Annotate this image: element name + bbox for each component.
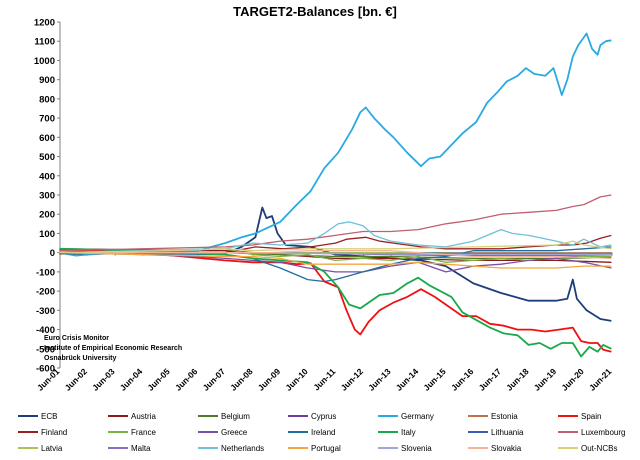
x-tick-label: Jun-13: [366, 366, 393, 393]
x-tick-label: Jun-14: [394, 366, 421, 393]
y-tick-label: -200: [36, 287, 55, 298]
x-tick-label: Jun-16: [449, 366, 476, 393]
legend-label-portugal: Portugal: [311, 444, 341, 453]
source-annotation: Euro Crisis Monitor Institute of Empiric…: [44, 335, 182, 362]
legend-label-finland: Finland: [41, 428, 67, 437]
plot-area: -600 -500 -400 -300 -200 -100 0 100 200 300 400 500…: [34, 18, 614, 393]
legend-label-lithuania: Lithuania: [491, 428, 524, 437]
series-line-germany: [59, 32, 612, 257]
annotation-line-3: Osnabrück University: [44, 355, 116, 362]
legend-label-belgium: Belgium: [221, 412, 250, 421]
series-line-italy: [59, 247, 612, 358]
x-tick-label: Jun-12: [339, 366, 366, 393]
x-tick-label: Jun-15: [421, 366, 448, 393]
y-tick-label: -300: [36, 306, 55, 317]
x-tick-label: Jun-19: [532, 366, 559, 393]
series-line-spain: [59, 248, 612, 353]
y-tick-label: -500: [36, 344, 55, 355]
legend-label-slovakia: Slovakia: [491, 444, 522, 453]
y-tick-label: -100: [36, 267, 55, 278]
x-tick-label: Jun-07: [201, 366, 228, 393]
legend-label-ecb: ECB: [41, 412, 57, 421]
x-tick-label: Jun-09: [256, 366, 283, 393]
legend-label-slovenia: Slovenia: [401, 444, 432, 453]
x-tick-label: Jun-02: [63, 366, 90, 393]
series-line-netherlands: [59, 221, 612, 254]
annotation-line-2: Institute of Empirical Economic Research: [44, 345, 182, 352]
x-tick-label: Jun-10: [283, 366, 310, 393]
y-tick-label: 1000: [34, 56, 55, 67]
series-line-greece: [59, 252, 612, 273]
y-tick-label: -400: [36, 325, 55, 336]
y-tick-label: 1200: [34, 18, 55, 29]
x-tick-label: Jun-04: [118, 366, 145, 393]
y-tick-label: -600: [36, 364, 55, 375]
x-tick-label: Jun-18: [504, 366, 531, 393]
legend-label-malta: Malta: [131, 444, 151, 453]
x-tick-label: Jun-11: [311, 366, 337, 392]
legend-label-germany: Germany: [401, 412, 434, 421]
y-tick-label: 400: [39, 171, 55, 182]
series-line-finland: [59, 234, 612, 255]
x-tick-label: Jun-20: [559, 366, 586, 393]
x-tick-label: Jun-21: [587, 366, 614, 393]
x-tick-label: Jun-05: [145, 366, 172, 393]
legend-label-cyprus: Cyprus: [311, 412, 336, 421]
y-tick-label: 300: [39, 191, 55, 202]
legend-label-france: France: [131, 428, 156, 437]
legend-label-austria: Austria: [131, 412, 156, 421]
legend-label-netherlands: Netherlands: [221, 444, 264, 453]
legend-label-estonia: Estonia: [491, 412, 518, 421]
legend-label-luxembourg: Luxembourg: [581, 428, 625, 437]
annotation-line-1: Euro Crisis Monitor: [44, 335, 109, 342]
legend-label-latvia: Latvia: [41, 444, 63, 453]
y-tick-label: 700: [39, 114, 55, 125]
y-tick-label: 1100: [34, 37, 55, 48]
chart-title: TARGET2-Balances [bn. €]: [233, 4, 397, 19]
legend-label-greece: Greece: [221, 428, 248, 437]
y-tick-label: 0: [50, 248, 55, 259]
legend-label-out-ncbs: Out-NCBs: [581, 444, 617, 453]
series-line-slovakia: [59, 250, 612, 260]
y-tick-label: 600: [39, 133, 55, 144]
x-tick-label: Jun-03: [90, 366, 117, 393]
series-line-out-ncbs: [59, 240, 612, 254]
series-line-luxembourg: [59, 194, 612, 252]
y-tick-label: 900: [39, 75, 55, 86]
legend-label-italy: Italy: [401, 428, 416, 437]
y-tick-label: 200: [39, 210, 55, 221]
y-tick-label: 100: [39, 229, 55, 240]
x-tick-label: Jun-06: [173, 366, 200, 393]
y-tick-label: 800: [39, 94, 55, 105]
chart-legend: ECB Austria Belgium Cyprus Germany Estonia Spa…: [18, 412, 625, 453]
y-tick-label: 500: [39, 152, 55, 163]
legend-label-ireland: Ireland: [311, 428, 335, 437]
x-tick-label: Jun-17: [477, 366, 504, 393]
x-tick-label: Jun-08: [228, 366, 255, 393]
series-line-portugal: [59, 252, 612, 269]
legend-label-spain: Spain: [581, 412, 601, 421]
